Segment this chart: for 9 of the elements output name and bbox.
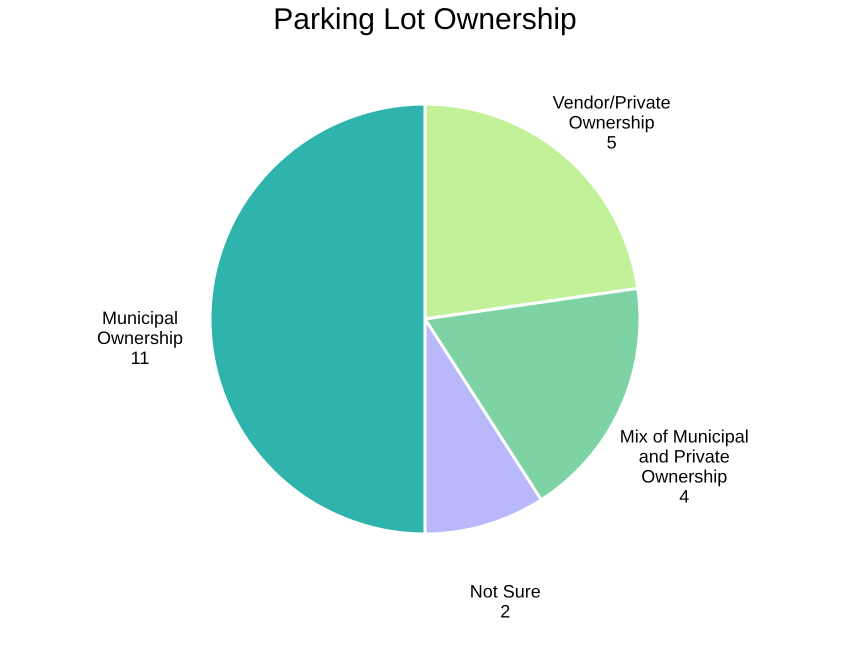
slice-label: Vendor/Private Ownership [552, 92, 671, 133]
data-label: 2 [500, 601, 510, 622]
slice-label: Not Sure [470, 581, 541, 602]
data-label: 11 [130, 348, 150, 368]
slice-label: Municipal Ownership [96, 308, 184, 348]
slice-label: Mix of Municipal and Private Ownership [620, 426, 749, 486]
data-label: 5 [606, 132, 617, 153]
chart-title: Parking Lot Ownership [273, 3, 577, 36]
data-label: 4 [679, 486, 690, 506]
